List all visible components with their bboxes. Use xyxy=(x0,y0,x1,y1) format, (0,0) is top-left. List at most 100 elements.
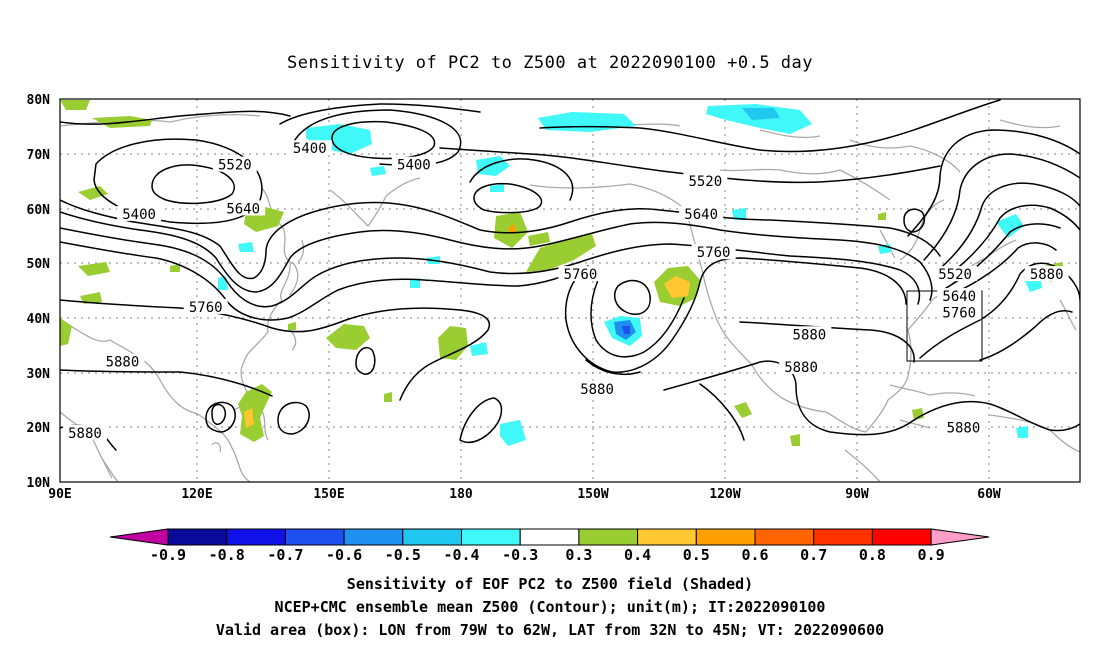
contour-label: 5880 xyxy=(784,360,818,376)
lon-label: 120W xyxy=(709,487,740,502)
colorbar-label: -0.3 xyxy=(502,546,538,564)
colorbar-swatch xyxy=(284,528,345,546)
patch-negative xyxy=(476,156,510,176)
patch-negative xyxy=(538,112,636,132)
latitude-labels: 80N 70N 60N 50N 40N 30N 20N 10N xyxy=(27,93,51,491)
colorbar-label: 0.5 xyxy=(683,546,710,564)
colorbar-swatch xyxy=(637,528,697,546)
longitude-labels: 90E 120E 150E 180 150W 120W 90W 60W xyxy=(48,487,1001,502)
coastlines xyxy=(60,109,1080,482)
colorbar-label: -0.8 xyxy=(209,546,245,564)
patch-warm xyxy=(508,224,516,234)
patch-negative xyxy=(470,342,488,356)
contour-label-bg xyxy=(100,353,145,369)
lon-label: 120E xyxy=(181,487,212,502)
patch-positive xyxy=(78,262,110,276)
colorbar-swatch xyxy=(578,528,639,546)
map-frame xyxy=(59,98,1081,483)
contour-label-bg xyxy=(62,424,107,440)
patch-negative xyxy=(732,208,746,220)
patch-positive xyxy=(438,326,468,360)
contour-label-bg xyxy=(683,173,728,189)
patch-negative xyxy=(370,166,386,176)
contour-label-bg xyxy=(787,326,832,342)
contour-label: 5520 xyxy=(688,174,722,190)
patch-negative xyxy=(622,326,630,334)
patch-positive xyxy=(288,322,296,330)
contour-label-bg xyxy=(117,205,162,221)
colorbar-swatch xyxy=(167,528,228,546)
caption-line-1: Sensitivity of EOF PC2 to Z500 field (Sh… xyxy=(347,575,753,593)
patch-positive xyxy=(60,318,72,346)
colorbar-label: 0.4 xyxy=(624,546,651,564)
contour-label: 5640 xyxy=(226,201,260,217)
contour-label: 5880 xyxy=(947,420,981,436)
contour-label-bg xyxy=(941,419,986,435)
patch-positive xyxy=(78,186,108,200)
patch-positive xyxy=(170,264,180,272)
patch-negative xyxy=(996,214,1024,238)
colorbar: -0.9 -0.8 -0.7 -0.6 -0.5 -0.4 -0.3 0.3 0.4 0.5 0.6… xyxy=(109,528,990,564)
contour-label: 5760 xyxy=(189,300,223,316)
colorbar-swatch xyxy=(813,528,873,546)
patch-negative xyxy=(238,242,254,252)
caption-line-3: Valid area (box): LON from 79W to 62W, L… xyxy=(216,621,884,639)
patch-positive xyxy=(60,100,90,110)
patch-positive xyxy=(912,408,924,420)
contour-label: 5880 xyxy=(793,327,827,343)
colorbar-label: 0.7 xyxy=(800,546,827,564)
patch-negative xyxy=(742,108,780,120)
colorbar-label: 0.9 xyxy=(918,546,945,564)
contour-label-bg xyxy=(575,380,620,396)
patch-positive xyxy=(326,324,370,350)
colorbar-max-arrow xyxy=(930,528,990,546)
patch-negative xyxy=(1016,426,1028,438)
colorbar-label: 0.3 xyxy=(565,546,592,564)
contour-label: 5520 xyxy=(938,267,972,283)
patch-negative xyxy=(410,278,420,288)
lon-label: 180 xyxy=(449,487,473,502)
lat-label: 30N xyxy=(27,367,51,382)
contour-label-bg xyxy=(183,298,228,314)
contour-label-bg xyxy=(933,266,978,282)
colorbar-swatch xyxy=(754,528,815,546)
contour-label-bg xyxy=(221,200,266,216)
contour-label-bg xyxy=(691,244,736,260)
contour-label-bg xyxy=(937,287,982,303)
contour-label: 5760 xyxy=(564,267,598,283)
contour-label-bg xyxy=(558,266,603,282)
colorbar-swatch xyxy=(461,528,521,546)
contour-label: 5880 xyxy=(106,355,140,371)
colorbar-label: -0.4 xyxy=(443,546,479,564)
colorbar-swatch xyxy=(695,528,756,546)
figure-title: Sensitivity of PC2 to Z500 at 2022090100… xyxy=(287,53,813,73)
contour-label-bg xyxy=(679,205,724,221)
lon-label: 150W xyxy=(577,487,608,502)
colorbar-swatch xyxy=(402,528,462,546)
contour-label: 5760 xyxy=(942,305,976,321)
lat-label: 70N xyxy=(27,148,51,163)
lat-label: 60N xyxy=(27,203,51,218)
contour-label: 5640 xyxy=(942,289,976,305)
colorbar-label: -0.9 xyxy=(150,546,186,564)
patch-negative xyxy=(500,420,526,446)
colorbar-swatch xyxy=(226,528,286,546)
contour-label: 5400 xyxy=(397,158,431,174)
contour-label: 5400 xyxy=(122,207,156,223)
lat-label: 80N xyxy=(27,93,51,108)
lat-label: 10N xyxy=(27,476,51,491)
lon-label: 150E xyxy=(313,487,344,502)
colorbar-label: -0.6 xyxy=(326,546,362,564)
colorbar-swatch xyxy=(343,528,404,546)
lon-label: 60W xyxy=(977,487,1001,502)
colorbar-swatch xyxy=(871,528,932,546)
patch-warm xyxy=(664,276,690,298)
contour-label: 5760 xyxy=(697,245,731,261)
colorbar-label: 0.8 xyxy=(859,546,886,564)
patch-positive xyxy=(384,392,392,402)
patch-positive xyxy=(80,292,102,304)
colorbar-label: 0.6 xyxy=(741,546,768,564)
contour-label: 5880 xyxy=(1030,267,1064,283)
